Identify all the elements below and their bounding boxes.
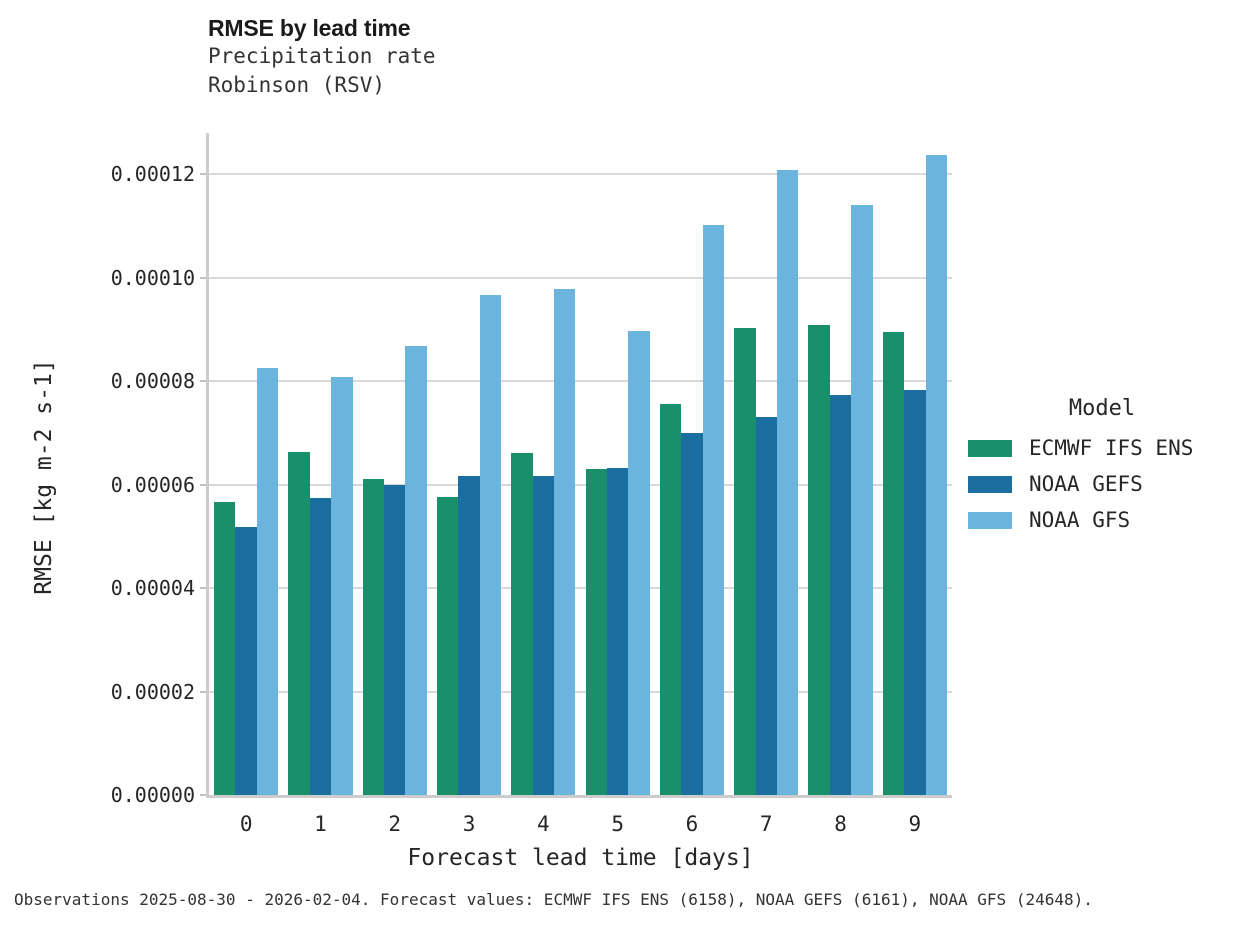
y-axis-tick-mark	[200, 173, 206, 176]
gridline	[209, 173, 952, 176]
bar-noaa-gefs-day-6[interactable]	[681, 432, 703, 795]
bar-noaa-gfs-day-2[interactable]	[405, 346, 427, 795]
y-axis-tick-label: 0.00004	[110, 576, 195, 601]
x-axis-tick-label: 7	[759, 812, 773, 836]
bar-ecmwf-ifs-ens-day-5[interactable]	[585, 468, 607, 795]
bar-noaa-gefs-day-3[interactable]	[458, 475, 480, 795]
y-axis-tick-label: 0.00008	[110, 369, 195, 394]
y-axis-tick-label: 0.00000	[110, 783, 195, 807]
chart-header: RMSE by lead time Precipitation rate Rob…	[208, 14, 908, 100]
x-axis-tick-label: 0	[239, 812, 253, 836]
bar-ecmwf-ifs-ens-day-7[interactable]	[734, 327, 756, 795]
x-axis-tick-label: 6	[685, 812, 699, 836]
gridline	[209, 690, 952, 693]
bar-noaa-gfs-day-5[interactable]	[628, 330, 650, 795]
y-axis-tick-mark	[200, 794, 206, 796]
bar-noaa-gfs-day-9[interactable]	[925, 155, 947, 795]
plot-area	[209, 133, 952, 795]
chart-subtitle-variable: Precipitation rate	[208, 44, 436, 68]
y-axis-tick-mark	[200, 690, 206, 693]
bar-noaa-gefs-day-8[interactable]	[829, 395, 852, 795]
chart-subtitle-region: Robinson (RSV)	[208, 73, 386, 97]
x-axis-tick-label: 8	[834, 812, 847, 836]
y-axis-tick-label: 0.00002	[110, 679, 195, 704]
page-title: RMSE by lead time	[208, 15, 411, 41]
bar-noaa-gefs-day-9[interactable]	[904, 390, 926, 795]
bar-noaa-gfs-day-6[interactable]	[702, 225, 725, 795]
x-axis-tick-label: 9	[908, 812, 922, 836]
bar-noaa-gfs-day-7[interactable]	[776, 170, 799, 795]
gridline	[209, 276, 952, 279]
bar-noaa-gfs-day-0[interactable]	[256, 367, 279, 795]
legend-item-ecmwf-ifs-ens[interactable]: ECMWF IFS ENS	[968, 430, 1248, 466]
legend-swatch-icon	[968, 511, 1012, 529]
bar-ecmwf-ifs-ens-day-4[interactable]	[511, 453, 533, 795]
x-axis-tick-label: 4	[537, 812, 550, 836]
x-axis-tick-label: 5	[611, 812, 624, 836]
y-axis-tick-mark	[200, 483, 206, 486]
y-axis-tick-label: 0.00012	[110, 162, 195, 187]
bar-noaa-gfs-day-1[interactable]	[331, 376, 353, 795]
legend: Model ECMWF IFS ENS NOAA GEFS NOAA GFS	[968, 396, 1248, 538]
legend-item-label: ECMWF IFS ENS	[1029, 436, 1194, 460]
y-axis-tick-mark	[200, 276, 206, 279]
x-axis-tick-label: 2	[388, 812, 402, 836]
legend-item-noaa-gefs[interactable]: NOAA GEFS	[968, 466, 1248, 502]
x-axis-label: Forecast lead time [days]	[407, 845, 754, 871]
y-axis-tick-label: 0.00006	[110, 472, 195, 497]
legend-item-noaa-gfs[interactable]: NOAA GFS	[968, 502, 1248, 538]
bar-noaa-gefs-day-0[interactable]	[235, 527, 257, 795]
bar-noaa-gefs-day-1[interactable]	[309, 498, 332, 795]
legend-entries: ECMWF IFS ENS NOAA GEFS NOAA GFS	[968, 430, 1248, 538]
x-axis-spine	[206, 795, 952, 798]
footer-note: Observations 2025-08-30 - 2026-02-04. Fo…	[14, 890, 1093, 909]
bar-ecmwf-ifs-ens-day-8[interactable]	[808, 325, 830, 795]
y-axis-tick-mark	[200, 380, 206, 383]
bar-ecmwf-ifs-ens-day-1[interactable]	[288, 451, 310, 795]
y-axis-tick-mark	[200, 587, 206, 590]
gridline	[209, 587, 952, 590]
x-axis-tick-label: 1	[314, 812, 327, 836]
legend-item-label: NOAA GFS	[1029, 508, 1131, 532]
bar-noaa-gefs-day-2[interactable]	[384, 485, 406, 795]
bar-noaa-gfs-day-4[interactable]	[554, 288, 576, 795]
gridline	[209, 483, 952, 486]
x-axis-tick-label: 3	[462, 812, 476, 836]
bar-ecmwf-ifs-ens-day-9[interactable]	[882, 332, 905, 795]
bar-ecmwf-ifs-ens-day-2[interactable]	[362, 479, 385, 795]
bar-noaa-gfs-day-8[interactable]	[851, 205, 873, 795]
legend-item-label: NOAA GEFS	[1029, 472, 1143, 496]
y-axis-spine	[206, 133, 209, 796]
bar-noaa-gefs-day-4[interactable]	[532, 475, 555, 795]
legend-title: Model	[1068, 396, 1136, 421]
y-axis-tick-label: 0.00010	[110, 265, 195, 290]
gridline	[209, 380, 952, 383]
bar-ecmwf-ifs-ens-day-3[interactable]	[436, 496, 459, 795]
y-axis-label: RMSE [kg m-2 s-1]	[31, 359, 57, 595]
legend-swatch-icon	[968, 475, 1012, 493]
bar-ecmwf-ifs-ens-day-0[interactable]	[214, 502, 236, 795]
bar-noaa-gefs-day-5[interactable]	[606, 467, 629, 795]
bar-noaa-gfs-day-3[interactable]	[479, 295, 502, 795]
legend-swatch-icon	[968, 439, 1012, 457]
bar-ecmwf-ifs-ens-day-6[interactable]	[659, 403, 682, 795]
bar-noaa-gefs-day-7[interactable]	[755, 417, 777, 795]
